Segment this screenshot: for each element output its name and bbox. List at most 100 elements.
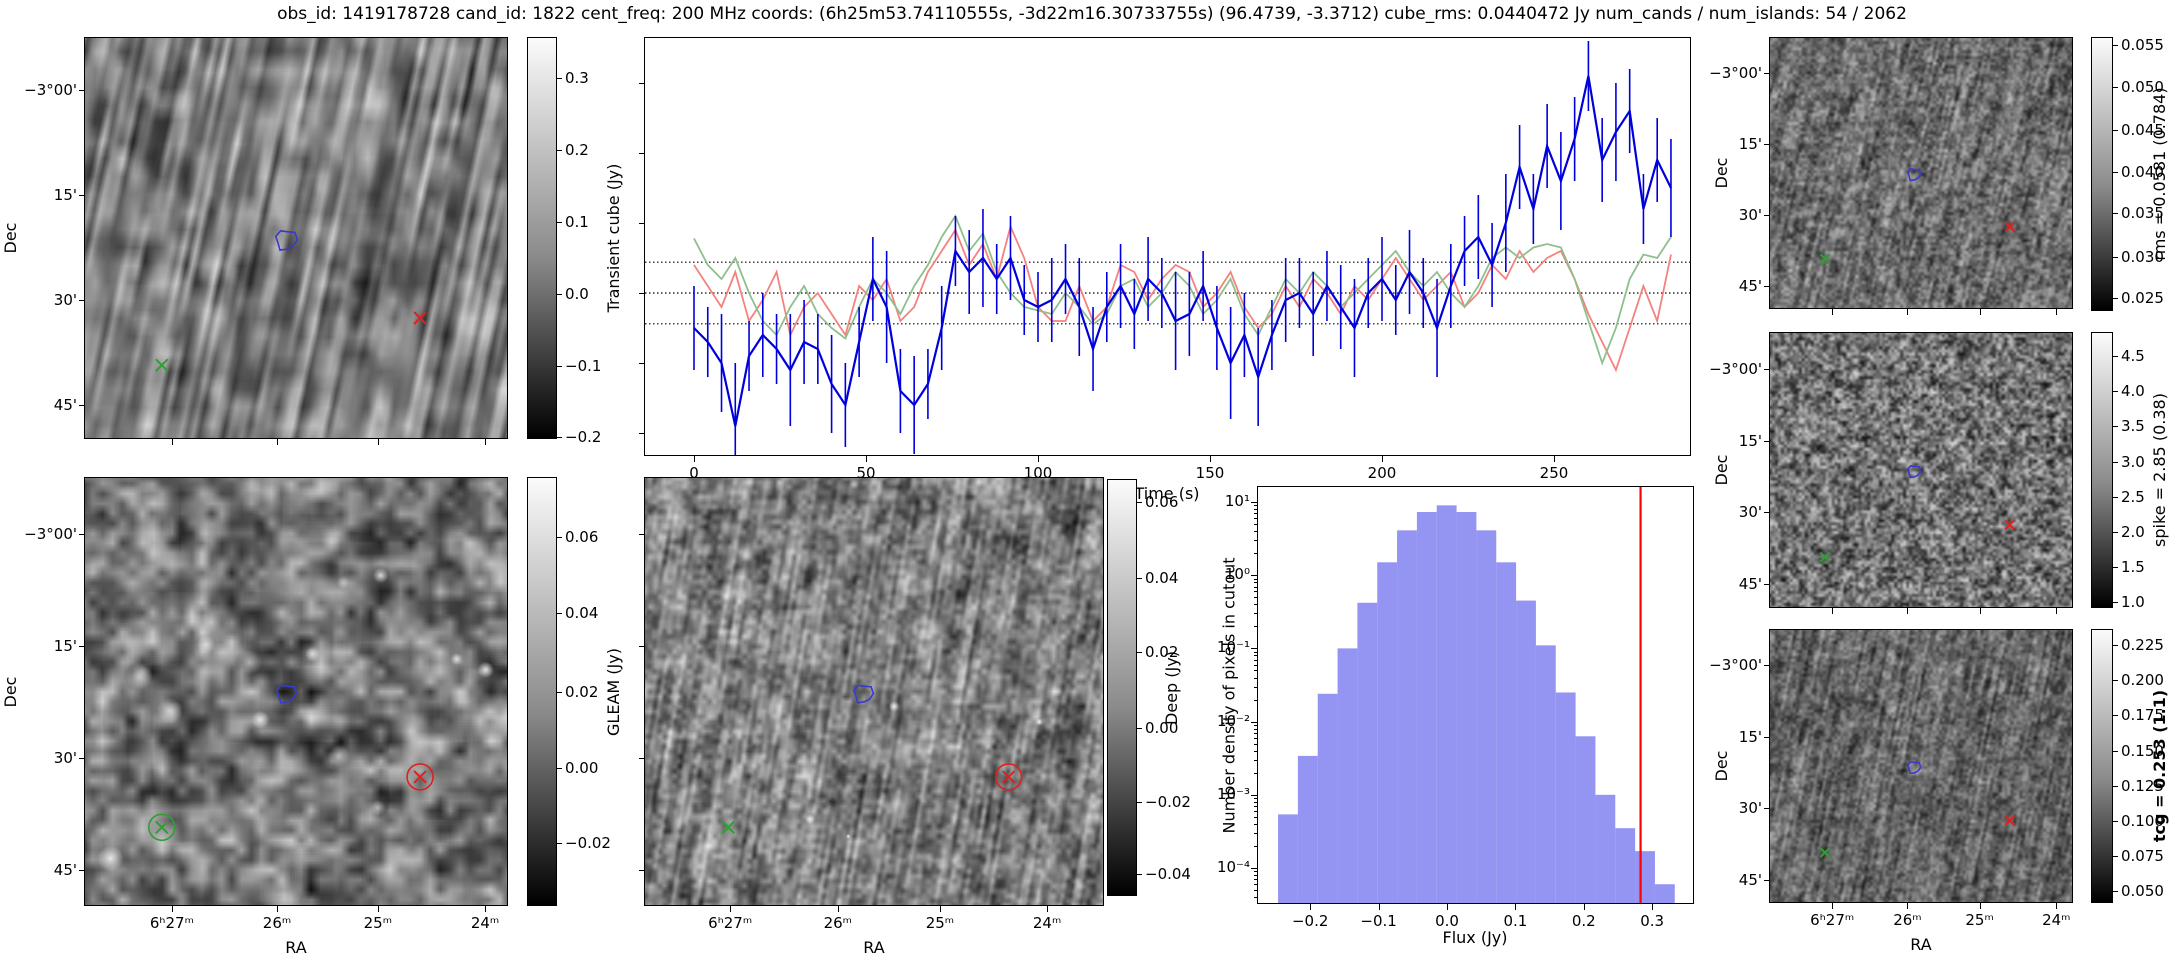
tcg-colorbar-tick: [2113, 891, 2118, 892]
tcg-colorbar-tick-label: 0.075: [2121, 847, 2164, 865]
hist-y-tick: [1251, 575, 1258, 577]
tcg-colorbar-tick: [2113, 715, 2118, 716]
dec-tick: [1764, 73, 1770, 75]
gleam-colorbar-tick: [557, 768, 562, 769]
histogram-bar: [1337, 648, 1358, 903]
dec-tick: [79, 405, 85, 406]
ra-tick-label: 6ʰ27ᵐ: [708, 914, 753, 932]
dec-tick-label: −3°00': [1709, 359, 1762, 378]
hist-y-tick-label: 10⁰: [1224, 565, 1250, 584]
histogram-bar: [1555, 692, 1576, 903]
hist-y-minortick: [1254, 613, 1258, 615]
candidate-island-contour: [275, 684, 298, 704]
rms-cutout-markers: [1819, 168, 2015, 265]
deep-cutout-image: [645, 478, 1103, 905]
spike-colorbar-tick: [2113, 462, 2118, 463]
tcg-colorbar-tick: [2113, 751, 2118, 752]
transient-cube-cutout: [84, 37, 508, 439]
gleam-cutout: [84, 477, 508, 906]
flux-tick: [639, 223, 645, 224]
dec-tick: [1764, 512, 1770, 514]
flux-tick: [639, 433, 645, 434]
time-tick-label: 0: [689, 464, 699, 482]
flux-tick: [639, 83, 645, 84]
rms-colorbar-tick: [2113, 298, 2118, 299]
hist-y-tick-label: 10⁻¹: [1216, 638, 1250, 657]
histogram-bar: [1357, 602, 1378, 903]
ra-tick: [1907, 608, 1909, 614]
ra-tick: [1832, 309, 1834, 315]
dec-axis-label: Dec: [1, 222, 20, 254]
transient_cube-colorbar-tick-label: 0.3: [565, 69, 589, 87]
hist-y-minortick: [1254, 677, 1258, 679]
dec-axis-label: Dec: [1712, 750, 1731, 782]
hist-y-minortick: [1254, 604, 1258, 606]
dec-tick-label: 15': [53, 186, 77, 204]
hist-y-minortick: [1254, 540, 1258, 542]
dec-tick: [1764, 440, 1770, 442]
lightcurve-xlabel: Time (s): [1134, 484, 1200, 503]
tcg-colorbar-tick-label: 0.200: [2121, 671, 2164, 689]
hist-x-tick-label: −0.1: [1360, 912, 1397, 930]
dec-tick-label: 45': [53, 860, 77, 879]
hist-y-minortick: [1254, 597, 1258, 599]
histogram-bar: [1654, 884, 1675, 903]
time-tick: [1382, 456, 1383, 462]
rms-colorbar-tick-label: 0.040: [2121, 163, 2164, 181]
histogram-bar: [1317, 693, 1338, 903]
hist-y-minortick: [1254, 737, 1258, 739]
hist-y-minortick: [1254, 806, 1258, 808]
hist-x-tick-label: 0.2: [1571, 912, 1596, 930]
hist-y-tick-label: 10⁻⁴: [1216, 858, 1250, 876]
dec-tick: [1764, 143, 1770, 145]
hist-y-minortick: [1254, 871, 1258, 873]
hist-y-minortick: [1254, 811, 1258, 813]
hist-y-minortick: [1254, 509, 1258, 511]
dec-tick: [79, 869, 85, 871]
flux-tick: [639, 293, 645, 294]
dec-tick: [79, 645, 85, 647]
spike-colorbar-tick-label: 3.5: [2121, 417, 2145, 435]
dec-tick: [1764, 368, 1770, 370]
tcg-colorbar-tick: [2113, 645, 2118, 646]
candidate-island-contour: [1906, 168, 1922, 182]
dec-tick: [79, 757, 85, 759]
deep-colorbar-tick: [1137, 728, 1142, 729]
gleam-colorbar-tick: [557, 613, 562, 614]
ra-tick: [485, 906, 487, 912]
tcg-colorbar-tick-label: 0.225: [2121, 636, 2164, 654]
spike-colorbar-tick-label: 3.0: [2121, 453, 2145, 471]
time-tick: [1210, 456, 1211, 462]
dec-tick-label: 15': [1738, 134, 1762, 153]
gleam-cutout-markers: [148, 684, 434, 842]
hist-y-minortick: [1254, 823, 1258, 825]
dec-tick-label: −3°00': [1709, 656, 1762, 675]
dec-tick-label: 15': [53, 636, 77, 655]
ra-tick: [277, 906, 278, 912]
hist-y-tick: [1251, 868, 1258, 869]
gleam-colorbar-tick-label: 0.02: [565, 683, 599, 701]
candidate-island-contour: [1906, 465, 1922, 479]
deep-colorbar-tick: [1137, 652, 1142, 653]
ra-tick: [730, 906, 732, 912]
ra-tick-label: 26ᵐ: [823, 914, 853, 932]
hist-y-tick: [1251, 648, 1258, 650]
ra-tick: [171, 906, 173, 912]
hist-x-tick-label: 0.0: [1435, 912, 1459, 930]
transient_cube-colorbar-tick-label: 0.0: [565, 285, 589, 303]
time-tick: [1038, 456, 1039, 462]
dec-axis-label: Dec: [1, 676, 20, 707]
histogram-bar: [1278, 814, 1298, 903]
spike-colorbar-tick: [2113, 532, 2118, 533]
gleam-colorbar-label: GLEAM (Jy): [604, 647, 623, 736]
histogram-bar: [1377, 562, 1398, 903]
rms-colorbar-tick: [2113, 172, 2118, 173]
hist-y-minortick: [1254, 732, 1258, 734]
deep-colorbar-tick: [1137, 502, 1142, 503]
hist-y-tick-label: 10⁻²: [1216, 711, 1250, 730]
histogram-bar: [1535, 645, 1556, 903]
spike-colorbar-tick: [2113, 602, 2118, 603]
histogram-bar: [1297, 755, 1318, 903]
histogram-svg: [1278, 487, 1675, 903]
